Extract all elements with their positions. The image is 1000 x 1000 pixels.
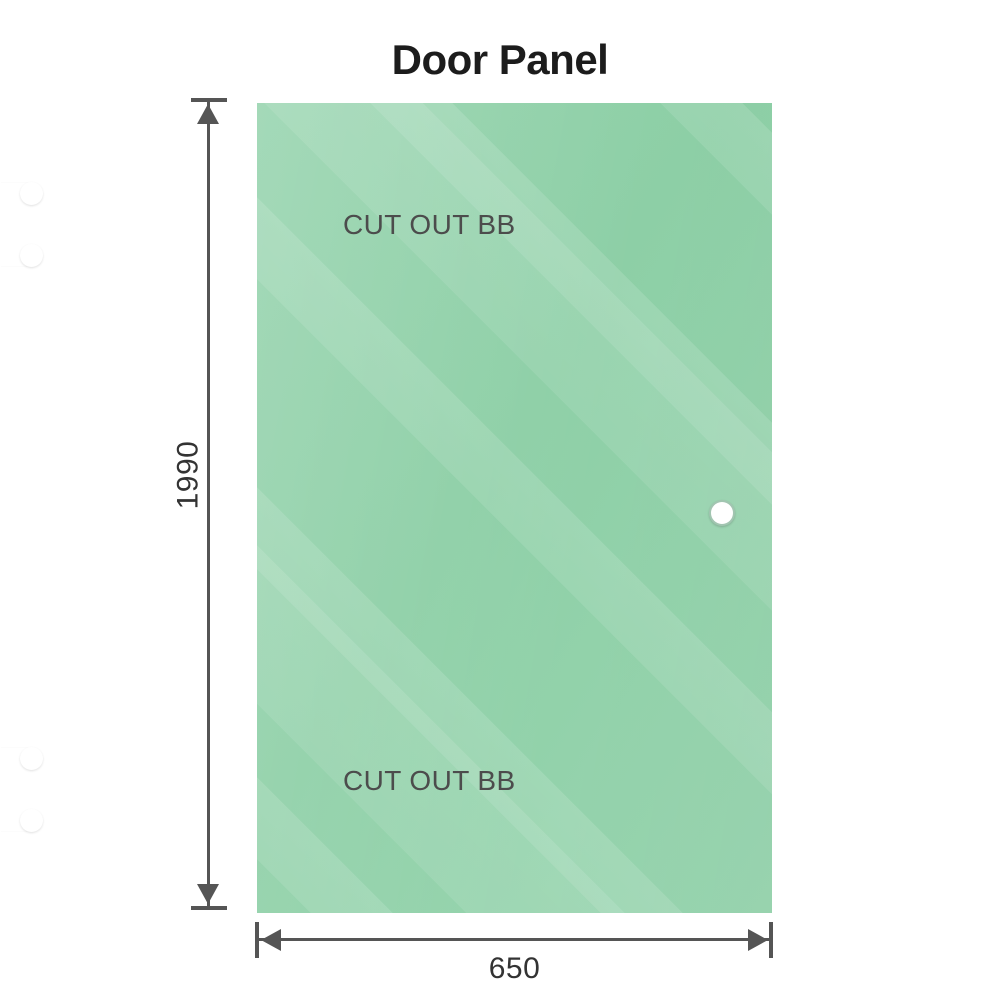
panel-base-fill [257,103,772,913]
width-dimension-line [257,938,772,941]
cutout-lower[interactable] [0,747,43,832]
height-dimension-tick-top [191,98,227,102]
width-dimension-tick-left [255,922,259,958]
cutout-lower-lobe-bottom [20,809,43,832]
height-dimension-tick-bottom [191,906,227,910]
height-dimension-label: 1990 [171,440,205,510]
page-title: Door Panel [391,36,609,83]
cutout-upper-lobe-bottom [20,244,43,267]
height-arrow-up-icon [197,104,219,124]
cutout-upper[interactable] [0,182,43,267]
glass-door-panel[interactable] [257,103,772,913]
cutout-lower-label: CUT OUT BB [343,765,516,796]
cutout-upper-fill [20,193,36,256]
width-arrow-left-icon [261,929,281,951]
cutout-lower-fill [20,758,36,821]
width-arrow-right-icon [748,929,768,951]
cutout-lower-lobe-top [20,747,43,770]
cutout-upper-lobe-top [20,182,43,205]
width-dimension-label: 650 [488,952,541,985]
panel-sheen-bands [257,103,772,913]
width-dimension-tick-right [769,922,773,958]
height-arrow-down-icon [197,884,219,904]
panel-light-tint [257,103,772,913]
handle-hole-icon[interactable] [709,500,735,526]
height-dimension-line [207,100,210,910]
cutout-upper-label: CUT OUT BB [343,209,516,240]
panel-sheen-bands-wide [257,103,772,913]
